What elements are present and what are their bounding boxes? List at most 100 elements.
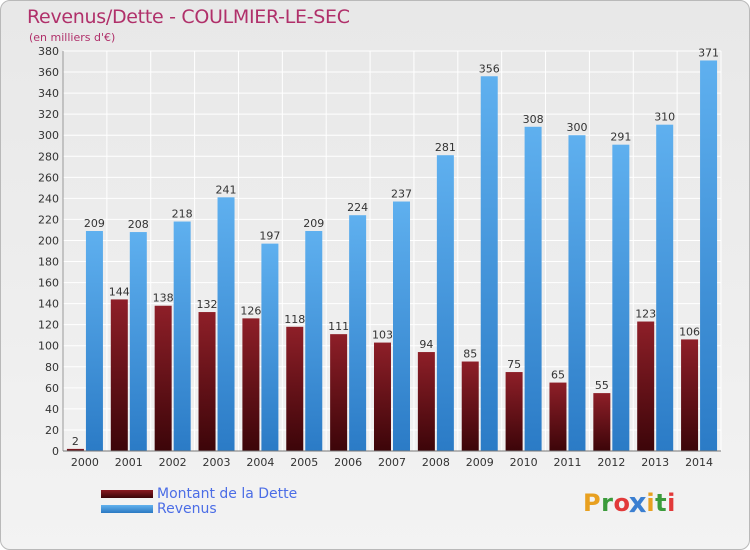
y-tick-label: 380	[38, 45, 59, 58]
x-tick-label: 2000	[71, 456, 99, 469]
data-label: 103	[372, 329, 393, 342]
bar-dette	[154, 305, 172, 451]
y-tick-label: 300	[38, 129, 59, 142]
bar-dette	[681, 339, 699, 451]
x-tick-label: 2009	[466, 456, 494, 469]
bar-revenus	[480, 76, 498, 452]
logo-letter: r	[601, 489, 614, 517]
legend-label-revenus: Revenus	[157, 501, 217, 517]
bar-revenus	[568, 135, 586, 452]
chart-title: Revenus/Dette - COULMIER-LE-SEC	[27, 6, 350, 28]
y-tick-label: 60	[45, 382, 59, 395]
data-label: 2	[72, 435, 79, 448]
x-tick-label: 2013	[641, 456, 669, 469]
bar-dette	[242, 318, 260, 451]
chart-subtitle: (en milliers d'€)	[29, 31, 116, 44]
y-tick-label: 120	[38, 319, 59, 332]
logo-letter: o	[613, 489, 631, 517]
x-tick-label: 2008	[422, 456, 450, 469]
bar-dette	[374, 342, 391, 451]
y-tick-label: 160	[38, 277, 59, 290]
x-tick-label: 2007	[378, 456, 406, 469]
data-label: 197	[259, 230, 280, 243]
bars	[66, 60, 718, 452]
bar-dette	[66, 448, 84, 451]
y-tick-label: 200	[38, 234, 59, 247]
logo-letter: i	[667, 489, 676, 517]
data-label: 237	[391, 188, 412, 201]
y-tick-label: 20	[45, 424, 59, 437]
bar-dette	[330, 334, 348, 451]
legend-swatch-revenus	[101, 505, 153, 513]
data-label: 138	[153, 292, 174, 305]
bar-revenus	[85, 231, 103, 451]
grid-lines	[62, 50, 722, 452]
x-tick-label: 2011	[553, 456, 581, 469]
x-tick-label: 2002	[159, 456, 187, 469]
data-label: 209	[84, 217, 105, 230]
y-tick-label: 260	[38, 171, 59, 184]
bar-revenus	[524, 126, 542, 451]
bar-revenus	[261, 243, 279, 451]
y-tick-label: 140	[38, 298, 59, 311]
y-tick-label: 40	[45, 403, 59, 416]
data-label: 75	[507, 358, 521, 371]
x-tick-label: 2004	[246, 456, 274, 469]
y-axis: 0 20 40 60 80 100 120 140 160 180 200 220 240 260 280 3…	[38, 45, 64, 458]
bar-dette	[110, 299, 128, 451]
y-tick-label: 280	[38, 150, 59, 163]
proxiti-logo: Proxiti	[583, 486, 676, 520]
y-tick-label: 80	[45, 361, 59, 374]
data-label: 132	[197, 298, 218, 311]
data-label: 224	[347, 201, 368, 214]
bar-revenus	[612, 144, 630, 451]
x-tick-label: 2005	[290, 456, 318, 469]
data-label: 118	[284, 313, 305, 326]
x-tick-label: 2003	[203, 456, 231, 469]
bar-dette	[505, 372, 523, 451]
data-label: 308	[523, 113, 544, 126]
data-label: 126	[240, 304, 261, 317]
data-label: 281	[435, 141, 456, 154]
y-tick-label: 0	[52, 445, 59, 458]
x-tick-label: 2006	[334, 456, 362, 469]
bar-revenus	[393, 201, 410, 451]
data-label: 310	[654, 111, 675, 124]
logo-letter: P	[583, 489, 602, 517]
bar-dette	[637, 321, 655, 451]
data-label: 241	[216, 183, 237, 196]
data-label: 85	[463, 348, 477, 361]
bar-revenus	[436, 155, 454, 452]
data-label: 55	[595, 379, 609, 392]
data-label: 291	[610, 131, 631, 144]
data-label: 218	[172, 208, 193, 221]
y-tick-label: 220	[38, 213, 59, 226]
data-label: 65	[551, 369, 565, 382]
bar-dette	[286, 326, 304, 451]
data-label: 94	[419, 338, 433, 351]
y-tick-label: 240	[38, 192, 59, 205]
data-label: 144	[109, 285, 130, 298]
bar-revenus	[656, 124, 674, 452]
logo-letter: x	[629, 486, 648, 520]
bar-revenus	[173, 221, 191, 451]
data-label: 371	[698, 46, 719, 59]
bar-revenus	[129, 232, 147, 451]
bar-revenus	[349, 215, 367, 451]
legend-swatch-dette	[101, 490, 153, 498]
bar-dette	[198, 312, 216, 451]
data-label: 209	[303, 217, 324, 230]
data-label: 106	[679, 325, 700, 338]
data-label: 111	[328, 320, 349, 333]
legend-label-dette: Montant de la Dette	[157, 486, 298, 502]
x-tick-label: 2001	[115, 456, 143, 469]
x-axis: 2000 2001 2002 2003 2004 2005 2006 2007 2008 2009…	[63, 450, 721, 469]
y-tick-label: 340	[38, 87, 59, 100]
y-tick-label: 360	[38, 66, 59, 79]
x-tick-label: 2012	[597, 456, 625, 469]
bar-revenus	[700, 60, 718, 451]
bar-revenus	[305, 231, 323, 451]
bar-dette	[593, 393, 611, 451]
bar-dette	[461, 361, 479, 451]
